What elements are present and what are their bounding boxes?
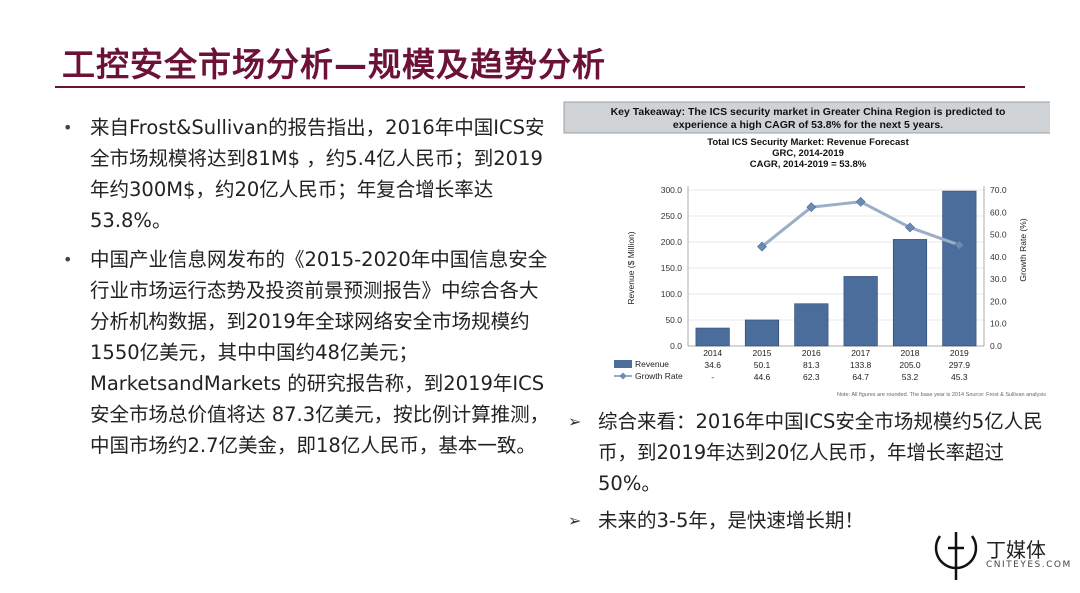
logo-subtext: CNITEYES.COM — [986, 560, 1072, 570]
y-tick-label: 0.0 — [670, 341, 682, 351]
y-tick-label: 300.0 — [661, 185, 683, 195]
growth-value-label: 53.2 — [902, 372, 919, 382]
revenue-value-label: 50.1 — [754, 360, 771, 370]
x-tick-label: 2019 — [950, 348, 969, 358]
legend-marker-growth — [619, 372, 627, 380]
y2-tick-label: 30.0 — [990, 274, 1007, 284]
revenue-value-label: 205.0 — [899, 360, 921, 370]
x-tick-label: 2017 — [851, 348, 870, 358]
y2-tick-label: 10.0 — [990, 319, 1007, 329]
chart-subtitle-1: GRC, 2014-2019 — [772, 148, 844, 159]
revenue-bar — [794, 303, 829, 347]
revenue-bar — [843, 276, 878, 347]
revenue-chart: Key Takeaway: The ICS security market in… — [563, 101, 1050, 398]
legend-label-revenue: Revenue — [635, 359, 669, 369]
revenue-value-label: 81.3 — [803, 360, 820, 370]
arrow-bullet-icon: ➢ — [568, 412, 582, 431]
revenue-value-label: 297.9 — [949, 360, 971, 370]
y2-tick-label: 20.0 — [990, 296, 1007, 306]
growth-value-label: 64.7 — [852, 372, 869, 382]
y2-tick-label: 70.0 — [990, 185, 1007, 195]
y2-tick-label: 0.0 — [990, 341, 1002, 351]
y-axis-label: Revenue ($ Million) — [626, 231, 636, 304]
arrow-bullet-icon: ➢ — [568, 511, 582, 530]
y-tick-label: 200.0 — [661, 237, 683, 247]
growth-rate-line — [761, 200, 960, 248]
x-tick-label: 2018 — [901, 348, 920, 358]
revenue-bar — [892, 239, 928, 347]
left-text-panel: • 来自Frost&Sullivan的报告指出，2016年中国ICS安全市场规模… — [60, 112, 550, 469]
growth-rate-point — [855, 196, 866, 207]
growth-rate-point — [905, 222, 915, 233]
bullet-dot: • — [63, 118, 73, 137]
bullet-dot: • — [63, 250, 73, 269]
revenue-bar — [695, 327, 730, 347]
y2-tick-label: 40.0 — [990, 252, 1007, 262]
y2-axis-label: Growth Rate (%) — [1018, 218, 1028, 281]
chart-subtitle-2: CAGR, 2014-2019 = 53.8% — [750, 159, 867, 170]
revenue-bar — [744, 319, 780, 347]
growth-rate-point — [757, 241, 767, 252]
right-text-panel: ➢ 综合来看：2016年中国ICS安全市场规模约5亿人民币，到2019年达到20… — [566, 406, 1046, 542]
y2-tick-label: 60.0 — [990, 207, 1007, 217]
arrow-item: ➢ 未来的3-5年，是快速增长期！ — [566, 505, 1046, 536]
bullet-item: • 来自Frost&Sullivan的报告指出，2016年中国ICS安全市场规模… — [60, 112, 550, 236]
revenue-value-label: 133.8 — [850, 360, 872, 370]
chart-title: Total ICS Security Market: Revenue Forec… — [707, 137, 909, 148]
takeaway-banner — [563, 101, 1050, 134]
arrow-text: 综合来看：2016年中国ICS安全市场规模约5亿人民币，到2019年达到20亿人… — [598, 410, 1043, 495]
revenue-value-label: 34.6 — [704, 360, 721, 370]
arrow-text: 未来的3-5年，是快速增长期！ — [598, 509, 864, 532]
y-tick-label: 250.0 — [661, 211, 683, 221]
brand-logo: 丁媒体 CNITEYES.COM — [928, 528, 1070, 584]
y-tick-label: 50.0 — [665, 315, 682, 325]
takeaway-line-1: Key Takeaway: The ICS security market in… — [611, 106, 1006, 118]
title-underline — [55, 86, 1025, 88]
x-tick-label: 2016 — [802, 348, 821, 358]
arrow-item: ➢ 综合来看：2016年中国ICS安全市场规模约5亿人民币，到2019年达到20… — [566, 406, 1046, 499]
x-tick-label: 2015 — [753, 348, 772, 358]
legend-swatch-revenue — [614, 360, 632, 368]
legend-label-growth: Growth Rate — [635, 371, 683, 381]
growth-rate-point — [954, 240, 965, 250]
growth-value-label: - — [711, 372, 714, 382]
growth-rate-point — [806, 202, 817, 213]
logo-text: 丁媒体 — [986, 538, 1046, 562]
y-tick-label: 150.0 — [661, 263, 683, 273]
bullet-item: • 中国产业信息网发布的《2015-2020年中国信息安全行业市场运行态势及投资… — [60, 244, 550, 461]
takeaway-line-2: experience a high CAGR of 53.8% for the … — [673, 119, 943, 131]
revenue-bar — [942, 190, 977, 347]
page-title: 工控安全市场分析—规模及趋势分析 — [62, 45, 606, 84]
bullet-text: 来自Frost&Sullivan的报告指出，2016年中国ICS安全市场规模将达… — [90, 116, 545, 232]
logo-mark-icon — [934, 532, 978, 580]
bullet-text: 中国产业信息网发布的《2015-2020年中国信息安全行业市场运行态势及投资前景… — [90, 248, 550, 457]
chart-note: Note: All figures are rounded. The base … — [837, 392, 1046, 398]
y-tick-label: 100.0 — [661, 289, 683, 299]
x-tick-label: 2014 — [703, 348, 722, 358]
growth-value-label: 62.3 — [803, 372, 820, 382]
growth-value-label: 45.3 — [951, 372, 968, 382]
y2-tick-label: 50.0 — [990, 230, 1007, 240]
growth-value-label: 44.6 — [754, 372, 771, 382]
